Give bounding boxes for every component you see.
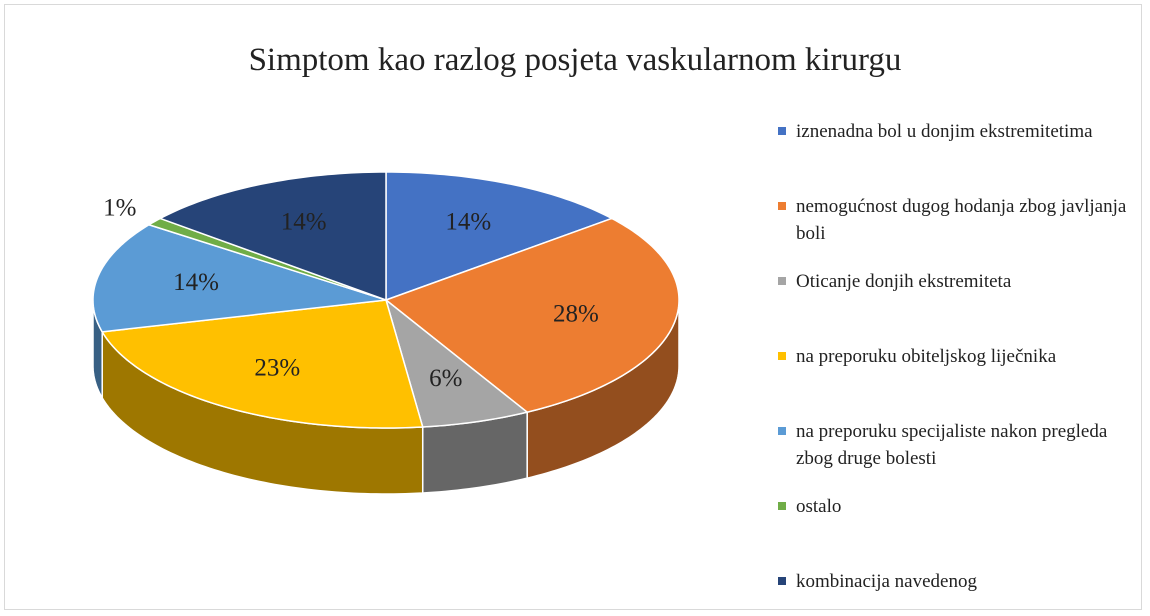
legend-label: Oticanje donjih ekstremiteta	[796, 271, 1012, 292]
legend-item: Oticanje donjih ekstremiteta	[776, 268, 1140, 343]
legend-item: na preporuku obiteljskog liječnika	[776, 343, 1140, 418]
data-label: 14%	[445, 208, 491, 235]
legend-swatch	[778, 277, 786, 285]
legend-item: na preporuku specijaliste nakon pregleda…	[776, 418, 1140, 493]
data-label: 1%	[103, 195, 136, 222]
chart-border	[4, 4, 1142, 610]
legend-swatch	[778, 352, 786, 360]
legend-item: kombinacija navedenog	[776, 568, 1140, 616]
pie-slice	[385, 171, 614, 302]
pie-slice	[92, 223, 387, 333]
legend-swatch	[778, 502, 786, 510]
legend-label: iznenadna bol u donjim ekstremitetima	[796, 121, 1093, 142]
legend-swatch	[778, 577, 786, 585]
pie-slice	[158, 171, 387, 302]
pie-slice	[384, 297, 529, 428]
legend: iznenadna bol u donjim ekstremitetima nem…	[776, 118, 1140, 616]
pie-slice	[100, 299, 424, 429]
legend-item: ostalo	[776, 493, 1140, 568]
legend-swatch	[778, 202, 786, 210]
legend-label: kombinacija navedenog	[796, 571, 977, 592]
data-label: 14%	[173, 269, 219, 296]
legend-item: iznenadna bol u donjim ekstremitetima	[776, 118, 1140, 193]
data-label: 28%	[553, 301, 599, 328]
legend-swatch	[778, 427, 786, 435]
legend-swatch	[778, 127, 786, 135]
legend-label: nemogućnost dugog hodanja zbog javljanja…	[796, 196, 1127, 244]
data-label: 14%	[281, 208, 327, 235]
data-label: 23%	[254, 355, 300, 382]
legend-label: ostalo	[796, 496, 842, 517]
chart-title: Simptom kao razlog posjeta vaskularnom k…	[249, 42, 902, 78]
legend-item: nemogućnost dugog hodanja zbog javljanja…	[776, 193, 1140, 268]
legend-label: na preporuku specijaliste nakon pregleda…	[796, 421, 1108, 469]
pie-slice	[384, 217, 680, 413]
data-label: 6%	[429, 365, 462, 392]
legend-label: na preporuku obiteljskog liječnika	[796, 346, 1057, 367]
